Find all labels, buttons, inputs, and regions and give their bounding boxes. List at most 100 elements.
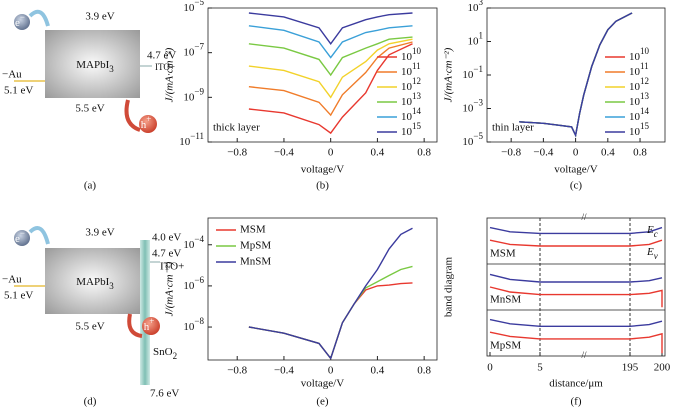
y-tick-label: 10−4 (183, 234, 204, 250)
material-label: MAPbI3 (76, 59, 114, 75)
x-tick-label: −0.8 (227, 147, 247, 159)
band-line (489, 331, 663, 354)
legend-label-part: 10 (629, 81, 641, 93)
legend-label: 1013 (629, 91, 650, 107)
y-tick-label-part: −11 (190, 131, 204, 141)
au-energy: 5.1 eV (4, 290, 33, 302)
legend-label: 1014 (401, 106, 422, 122)
hole-sup: + (149, 316, 154, 326)
y-tick-label: 10−1 (462, 64, 483, 80)
legend-label: MpSM (240, 240, 271, 252)
x-tick-label: 5 (537, 362, 543, 374)
material-text: MAPbI (76, 276, 109, 288)
hole-label: h+ (144, 316, 155, 332)
legend-label-part: 10 (401, 96, 413, 108)
legend-label-part: 10 (401, 51, 413, 63)
legend-label-part: 12 (412, 76, 421, 86)
x-tick-label: 0.4 (371, 147, 385, 159)
electron-text: e (15, 233, 20, 245)
legend-label: MSM (240, 224, 266, 236)
hole-text: h (144, 321, 150, 333)
y-tick-label: 10−6 (183, 275, 204, 291)
y-tick-label-part: 10 (179, 136, 191, 148)
electron-label: e− (15, 12, 25, 28)
electron-label: e− (15, 228, 25, 244)
axis-break-mark: // (581, 350, 587, 360)
x-tick-label: −0.4 (274, 365, 294, 377)
x-axis-label: distance/μm (549, 378, 603, 390)
axis-break-mark: // (581, 212, 587, 222)
data-line (248, 41, 413, 117)
hole-label: h+ (141, 114, 152, 130)
electron-sup: − (20, 12, 25, 22)
ito-label: ITO+ (160, 261, 184, 273)
vb-label: 5.5 eV (75, 321, 104, 333)
diagram-a: MAPbI3 3.9 eV 5.5 eV 4.7 eV ITO+ −Au 5.1… (2, 9, 176, 192)
y-axis-label: J/(mA·cm⁻²) (164, 261, 176, 316)
band-label-part: E (646, 224, 654, 236)
band-line (489, 239, 663, 247)
y-tick-label: 10−8 (183, 316, 204, 332)
y-tick-label-part: 3 (479, 0, 484, 7)
band-line (489, 273, 663, 283)
ito-energy: 4.7 eV (152, 248, 181, 260)
y-tick-label-part: −7 (194, 42, 204, 52)
y-tick-label-part: −6 (194, 275, 204, 285)
y-tick-label-part: 10 (183, 238, 195, 250)
hole-text: h (141, 119, 147, 131)
x-tick-label: 0.4 (371, 365, 385, 377)
au-energy: 5.1 eV (4, 85, 33, 97)
au-label: −Au (2, 69, 22, 81)
material-sub: 3 (109, 64, 114, 74)
electron-text: e (15, 17, 20, 29)
y-tick-label-part: −5 (473, 131, 483, 141)
electron-arrow (28, 226, 50, 245)
y-tick-label-part: −4 (194, 234, 204, 244)
x-tick-label: 200 (654, 362, 671, 374)
hole-arrow (124, 99, 141, 132)
hole-arrow (127, 313, 143, 338)
y-tick-label-part: 1 (479, 31, 484, 41)
ito-energy: 4.7 eV (147, 50, 176, 62)
legend-label: 1015 (629, 121, 650, 137)
x-tick-label: 0 (328, 147, 334, 159)
y-tick-label-part: 10 (462, 69, 474, 81)
panel-label-bg (488, 248, 518, 260)
vb-label: 5.5 eV (75, 103, 104, 115)
plot-frame (486, 7, 666, 143)
data-line (248, 12, 413, 45)
y-tick-label-part: 10 (183, 279, 195, 291)
legend-label-part: 15 (640, 121, 650, 131)
y-tick-label-part: −3 (473, 98, 483, 108)
material-sub: 3 (109, 281, 114, 291)
y-tick-label: 10−3 (462, 98, 483, 114)
band-label-part: v (654, 251, 658, 261)
legend-label-part: 10 (629, 66, 641, 78)
hole-sup: + (146, 114, 151, 124)
caption: (d) (84, 396, 97, 408)
electron (14, 14, 30, 30)
y-axis-label: J/(mA·cm⁻²) (443, 47, 455, 102)
legend-label: 1015 (401, 121, 422, 137)
legend-label-part: 10 (412, 46, 422, 56)
y-tick-label-part: −1 (473, 64, 483, 74)
y-tick-label-part: −9 (194, 86, 204, 96)
y-tick-label-part: 10 (462, 136, 474, 148)
legend-label: 1012 (629, 76, 649, 92)
band-label-part: E (646, 246, 654, 258)
diagram-d: MAPbI3 3.9 eV 5.5 eV 4.0 eV 4.7 eV ITO+ … (2, 226, 184, 408)
legend-label: MnSM (240, 256, 271, 268)
ito-label: ITO+ (155, 62, 175, 72)
y-tick-label: 10−11 (179, 131, 204, 147)
y-axis-label: J/(mA·cm⁻²) (164, 47, 176, 102)
legend-label-part: 10 (640, 46, 650, 56)
legend-label-part: 11 (412, 61, 421, 71)
electron (14, 230, 30, 246)
x-tick-label: 0 (573, 147, 579, 159)
y-tick-label: 103 (468, 0, 484, 14)
data-line (248, 25, 413, 59)
data-line (248, 36, 413, 77)
y-tick-label-part: 10 (183, 46, 195, 58)
etl-label: SnO2 (153, 346, 177, 362)
material-text: MAPbI (76, 59, 109, 71)
